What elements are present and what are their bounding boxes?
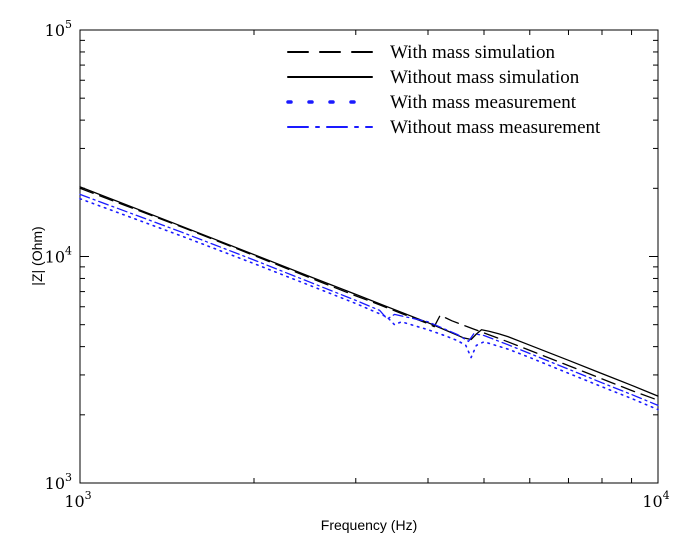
legend-label: With mass measurement xyxy=(390,92,577,113)
series-lines xyxy=(79,186,659,411)
legend: With mass simulation Without mass simulat… xyxy=(286,42,601,138)
y-axis-label: |Z| (Ohm) xyxy=(29,226,45,285)
y-tick-label: 104 xyxy=(45,245,72,267)
series-line-2 xyxy=(79,186,659,397)
series-line-4 xyxy=(79,193,659,407)
x-tick-label: 104 xyxy=(642,489,669,511)
y-tick-label: 105 xyxy=(45,18,72,40)
series-line-3 xyxy=(79,197,659,411)
legend-label: Without mass measurement xyxy=(390,117,601,138)
legend-label: With mass simulation xyxy=(390,42,555,63)
axis-ticks xyxy=(79,29,659,484)
x-tick-label: 103 xyxy=(64,489,91,511)
y-tick-label: 103 xyxy=(45,471,72,493)
plot-area xyxy=(79,29,659,484)
x-axis-label: Frequency (Hz) xyxy=(321,517,417,533)
axis-tick-labels: 103 104 103 104 105 xyxy=(45,18,670,511)
legend-label: Without mass simulation xyxy=(390,67,580,88)
series-line-1 xyxy=(79,187,659,401)
